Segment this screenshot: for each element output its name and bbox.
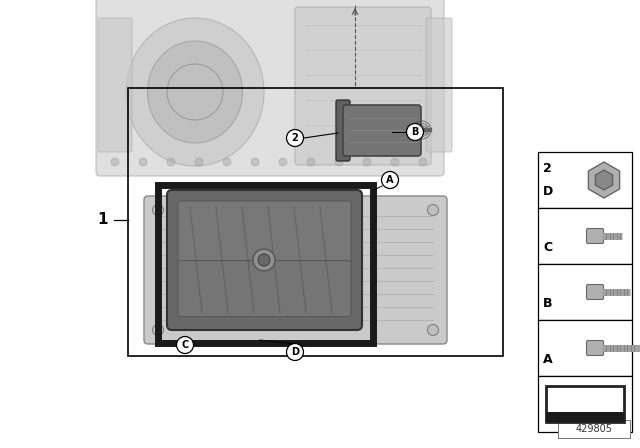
Circle shape — [177, 336, 193, 353]
Text: A: A — [543, 353, 552, 366]
Circle shape — [223, 158, 231, 166]
Bar — [158, 185, 373, 343]
Circle shape — [428, 204, 438, 215]
Text: 2: 2 — [292, 133, 298, 143]
Circle shape — [363, 158, 371, 166]
Circle shape — [111, 158, 119, 166]
Circle shape — [335, 158, 343, 166]
Circle shape — [152, 324, 163, 336]
Polygon shape — [595, 170, 612, 190]
Bar — [538, 264, 632, 320]
Text: B: B — [412, 127, 419, 137]
Bar — [538, 320, 632, 376]
Bar — [538, 208, 632, 264]
Bar — [128, 88, 503, 356]
FancyBboxPatch shape — [295, 7, 431, 165]
Polygon shape — [588, 162, 620, 198]
Text: 2: 2 — [543, 162, 552, 175]
Text: D: D — [543, 185, 553, 198]
Text: 429805: 429805 — [575, 424, 612, 434]
FancyBboxPatch shape — [586, 284, 604, 300]
Circle shape — [139, 158, 147, 166]
Ellipse shape — [126, 18, 264, 166]
Text: C: C — [181, 340, 189, 350]
FancyBboxPatch shape — [96, 0, 444, 176]
FancyBboxPatch shape — [98, 18, 132, 152]
Circle shape — [251, 158, 259, 166]
Text: A: A — [387, 175, 394, 185]
Circle shape — [253, 249, 275, 271]
Circle shape — [287, 344, 303, 361]
FancyBboxPatch shape — [336, 100, 350, 161]
Bar — [558, 420, 630, 438]
Circle shape — [419, 158, 427, 166]
Circle shape — [381, 172, 399, 189]
Circle shape — [428, 324, 438, 336]
FancyBboxPatch shape — [144, 196, 447, 344]
Text: 1: 1 — [97, 212, 108, 228]
FancyBboxPatch shape — [343, 105, 421, 156]
FancyBboxPatch shape — [426, 18, 452, 152]
Circle shape — [406, 124, 424, 141]
FancyBboxPatch shape — [178, 261, 351, 317]
Circle shape — [279, 158, 287, 166]
Text: D: D — [291, 347, 299, 357]
Text: C: C — [543, 241, 552, 254]
Circle shape — [167, 158, 175, 166]
Bar — [538, 152, 632, 208]
Circle shape — [152, 204, 163, 215]
Ellipse shape — [147, 41, 243, 143]
FancyBboxPatch shape — [586, 340, 604, 356]
FancyBboxPatch shape — [586, 228, 604, 244]
Circle shape — [391, 158, 399, 166]
Bar — [546, 412, 624, 422]
Bar — [538, 376, 632, 432]
FancyBboxPatch shape — [167, 190, 362, 330]
FancyBboxPatch shape — [178, 201, 351, 263]
Circle shape — [307, 158, 315, 166]
Circle shape — [287, 129, 303, 146]
Circle shape — [167, 64, 223, 120]
Text: B: B — [543, 297, 552, 310]
Circle shape — [195, 158, 203, 166]
Circle shape — [258, 254, 270, 266]
Bar — [546, 386, 624, 422]
